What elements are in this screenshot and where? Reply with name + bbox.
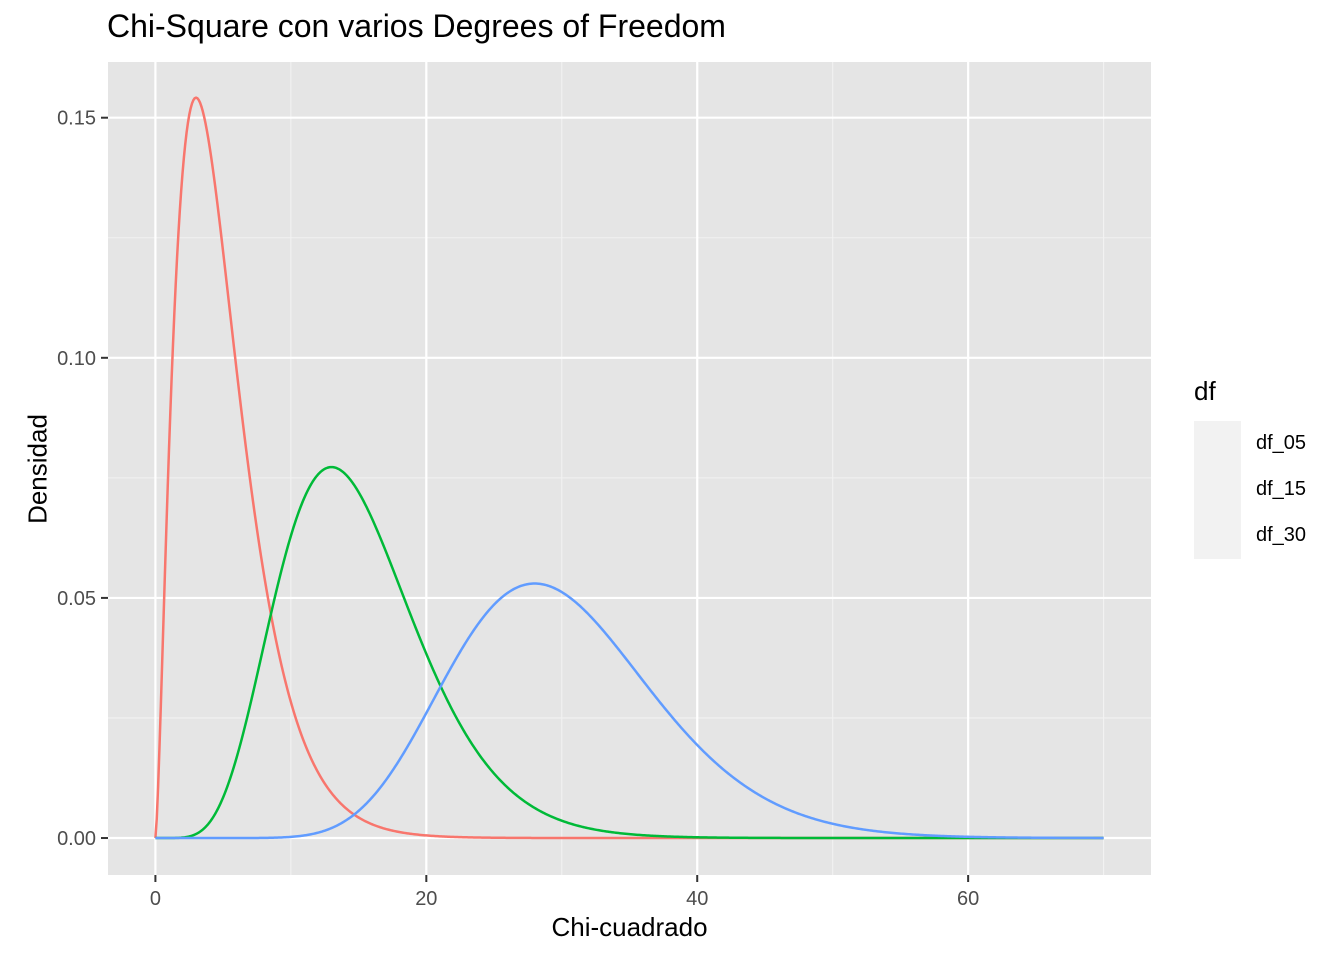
y-tick-label: 0.05 (57, 588, 96, 610)
x-tick-label: 60 (957, 888, 979, 910)
y-tick-label: 0.00 (57, 828, 96, 850)
grid-minor (108, 62, 1151, 875)
series-line-df-15 (155, 465, 1104, 840)
legend-key-background (1194, 421, 1241, 559)
x-tick-label: 20 (415, 888, 437, 910)
legend-title: df (1194, 376, 1216, 406)
x-tick-label: 0 (150, 888, 161, 910)
y-axis: 0.00 0.05 0.10 0.15 (57, 108, 108, 850)
plot-panel (108, 62, 1151, 875)
x-axis: 0 20 40 60 (150, 875, 979, 910)
y-axis-title: Densidad (22, 414, 53, 524)
chart-title: Chi-Square con varios Degrees of Freedom (107, 8, 726, 44)
series-lines (154, 96, 1104, 840)
legend-label-df-15: df_15 (1256, 478, 1307, 500)
x-tick-label: 40 (686, 888, 708, 910)
y-tick-label: 0.10 (57, 348, 96, 370)
legend-label-df-05: df_05 (1256, 432, 1307, 454)
series-line-df-30 (155, 582, 1104, 840)
legend-label-df-30: df_30 (1256, 524, 1307, 546)
x-axis-title: Chi-cuadrado (551, 912, 708, 942)
y-tick-label: 0.15 (57, 108, 96, 130)
